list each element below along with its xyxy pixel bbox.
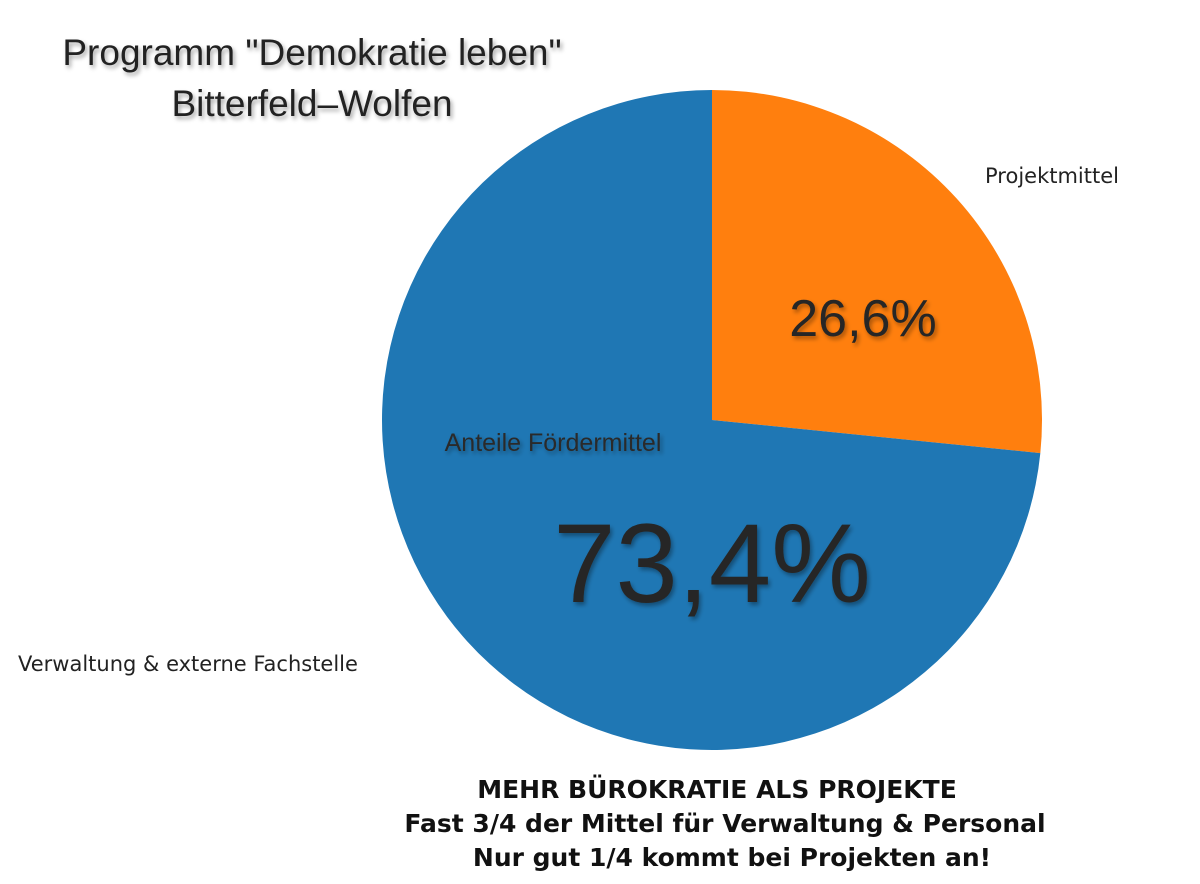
caption-line-2: Fast 3/4 der Mittel für Verwaltung & Per…: [404, 809, 1045, 838]
pie-slice-projektmittel: [712, 90, 1042, 454]
slice-label-verwaltung: Verwaltung & externe Fachstelle: [18, 652, 358, 676]
pie-slice-verwaltung: [382, 90, 1041, 750]
pie-slices: [382, 90, 1042, 750]
chart-title-line-2: Bitterfeld–Wolfen: [171, 83, 452, 124]
caption: MEHR BÜROKRATIE ALS PROJEKTE Fast 3/4 de…: [404, 774, 1045, 872]
center-label: Anteile Fördermittel: [445, 429, 662, 457]
caption-line-3: Nur gut 1/4 kommt bei Projekten an!: [473, 843, 991, 872]
percentage-label-verwaltung: 73,4%: [553, 501, 871, 626]
slice-label-projektmittel: Projektmittel: [985, 164, 1119, 188]
chart-title-line-1: Programm "Demokratie leben": [62, 32, 561, 73]
caption-line-1: MEHR BÜROKRATIE ALS PROJEKTE: [477, 774, 957, 804]
percentage-label-projektmittel: 26,6%: [789, 290, 936, 348]
chart-title: Programm "Demokratie leben" Bitterfeld–W…: [62, 32, 561, 124]
